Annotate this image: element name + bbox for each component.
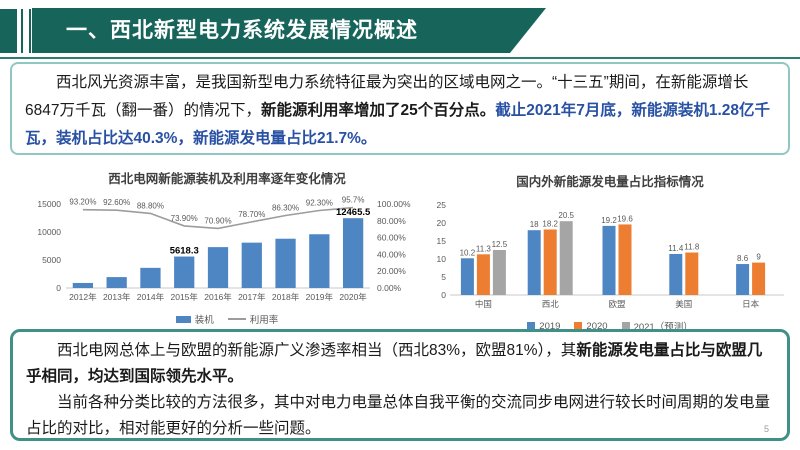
svg-text:95.7%: 95.7% [342, 196, 365, 205]
svg-text:5: 5 [441, 272, 446, 282]
svg-text:2020年: 2020年 [339, 292, 367, 302]
svg-text:10.2: 10.2 [460, 248, 476, 257]
svg-text:70.90%: 70.90% [204, 216, 231, 225]
banner-accent-block [0, 9, 17, 53]
svg-text:86.30%: 86.30% [272, 204, 299, 213]
chart-title-left: 西北电网新能源装机及利用率逐年变化情况 [108, 172, 346, 186]
svg-text:20: 20 [437, 218, 447, 228]
summary-text-2: 当前各种分类比较的方法很多，其中对电力电量总体自我平衡的交流同步电网进行较长时间… [26, 394, 771, 437]
legend-item: 2020 [574, 319, 608, 333]
svg-text:12465.5: 12465.5 [336, 207, 371, 218]
svg-text:18.2: 18.2 [542, 219, 558, 228]
svg-text:19.2: 19.2 [601, 216, 617, 225]
summary-paragraph-2: 当前各种分类比较的方法很多，其中对电力电量总体自我平衡的交流同步电网进行较长时间… [26, 390, 774, 442]
banner-double-line [21, 9, 31, 53]
svg-text:25: 25 [437, 200, 447, 210]
svg-text:2015年: 2015年 [171, 292, 199, 302]
summary-text-bold: 新能源发电量占比与欧盟几乎相同，均达到国际领先水平。 [26, 342, 763, 385]
svg-text:5618.3: 5618.3 [170, 246, 199, 257]
svg-text:2012年: 2012年 [69, 292, 97, 302]
svg-text:0: 0 [441, 290, 446, 300]
svg-text:73.90%: 73.90% [171, 214, 198, 223]
installed-capacity-chart: 西北电网新能源装机及利用率逐年变化情况 0 5000 10000 15000 0.00%… [26, 168, 428, 326]
svg-text:日本: 日本 [742, 299, 760, 309]
svg-text:10000: 10000 [37, 227, 61, 237]
svg-text:2013年: 2013年 [103, 292, 131, 302]
svg-text:92.60%: 92.60% [103, 198, 130, 207]
intro-text-highlight: 截止2021年7月底，新能源装机1.28亿千瓦，装机占比达40.3%，新能源发电… [25, 102, 771, 147]
legend-label: 2019 [539, 320, 561, 332]
summary-text: 西北电网总体上与欧盟的新能源广义渗透率相当（西北83%，欧盟81%），其 [26, 342, 577, 359]
legend-bar-swatch-icon [175, 315, 191, 323]
svg-text:92.30%: 92.30% [306, 198, 333, 207]
svg-text:2017年: 2017年 [238, 292, 266, 302]
svg-text:60.00%: 60.00% [377, 233, 406, 243]
svg-text:88.80%: 88.80% [137, 201, 164, 210]
svg-text:20.00%: 20.00% [377, 266, 406, 276]
svg-text:西北: 西北 [542, 299, 560, 309]
svg-text:11.8: 11.8 [684, 243, 700, 252]
svg-text:2014年: 2014年 [137, 292, 165, 302]
legend-label: 装机 [194, 315, 214, 326]
svg-text:0.00%: 0.00% [377, 283, 402, 293]
generation-share-chart: 国内外新能源发电量占比指标情况 0 5 10 15 20 25 中国 西北 欧盟 美国 日本 10.2… [430, 171, 790, 333]
chart-legend-left: 装机 利用率 [26, 312, 428, 326]
svg-text:19.6: 19.6 [617, 214, 633, 223]
intro-text: 西北风光资源丰富，是我国新型电力系统特征最为突出的区域电网之一。“十三五”期间，… [25, 74, 749, 119]
svg-text:20.5: 20.5 [558, 211, 574, 220]
svg-text:18: 18 [530, 220, 539, 229]
legend-bar-swatch-icon [621, 322, 630, 330]
svg-text:15000: 15000 [37, 199, 61, 209]
legend-item: 2021（预测） [621, 319, 693, 333]
legend-bar-swatch-icon [527, 322, 536, 330]
legend-item: 利用率 [227, 312, 279, 326]
svg-text:中国: 中国 [475, 299, 492, 309]
svg-text:2018年: 2018年 [272, 292, 300, 302]
svg-text:12.5: 12.5 [492, 240, 508, 249]
legend-label: 利用率 [249, 315, 279, 326]
legend-bar-swatch-icon [574, 322, 583, 330]
chart-title-right: 国内外新能源发电量占比指标情况 [516, 175, 704, 189]
section-title-banner: 一、西北新型电力系统发展情况概述 [32, 8, 546, 53]
legend-item: 装机 [175, 312, 214, 326]
legend-label: 2021（预测） [633, 322, 693, 333]
page-number: 5 [764, 424, 770, 434]
legend-line-swatch-icon [227, 318, 246, 320]
svg-text:10: 10 [437, 254, 447, 264]
svg-text:0: 0 [56, 283, 61, 293]
svg-text:8.6: 8.6 [737, 254, 749, 263]
svg-text:80.00%: 80.00% [377, 216, 406, 226]
legend-label: 2020 [586, 320, 608, 332]
svg-text:2016年: 2016年 [204, 292, 232, 302]
summary-text-box: 西北电网总体上与欧盟的新能源广义渗透率相当（西北83%，欧盟81%），其新能源发… [10, 329, 790, 441]
svg-text:78.70%: 78.70% [238, 210, 265, 219]
generation-share-plot: 0 5 10 15 20 25 中国 西北 欧盟 美国 日本 10.2 11.3 12.5 18 18.220… [437, 200, 784, 309]
svg-text:93.20%: 93.20% [69, 198, 96, 207]
svg-text:11.4: 11.4 [668, 244, 684, 253]
svg-text:9: 9 [756, 253, 761, 262]
svg-text:100.00%: 100.00% [377, 199, 411, 209]
svg-text:11.3: 11.3 [476, 244, 492, 253]
svg-text:15: 15 [437, 236, 447, 246]
svg-text:欧盟: 欧盟 [608, 299, 626, 309]
intro-text-box: 西北风光资源丰富，是我国新型电力系统特征最为突出的区域电网之一。“十三五”期间，… [10, 62, 790, 155]
installed-capacity-plot: 0 5000 10000 15000 0.00% 20.00% 40.00% 60.00% 80… [37, 196, 411, 302]
chart-legend-right: 2019 2020 2021（预测） [430, 319, 790, 333]
intro-text-bold: 新能源利用率增加了25个百分点。 [260, 102, 496, 119]
svg-text:5000: 5000 [42, 255, 61, 265]
svg-text:40.00%: 40.00% [377, 249, 406, 259]
banner-underline [0, 57, 800, 59]
summary-paragraph-1: 西北电网总体上与欧盟的新能源广义渗透率相当（西北83%，欧盟81%），其新能源发… [26, 338, 774, 390]
svg-text:美国: 美国 [675, 299, 692, 309]
page-title: 一、西北新型电力系统发展情况概述 [66, 19, 418, 42]
legend-item: 2019 [527, 319, 560, 333]
svg-text:2019年: 2019年 [306, 292, 334, 302]
